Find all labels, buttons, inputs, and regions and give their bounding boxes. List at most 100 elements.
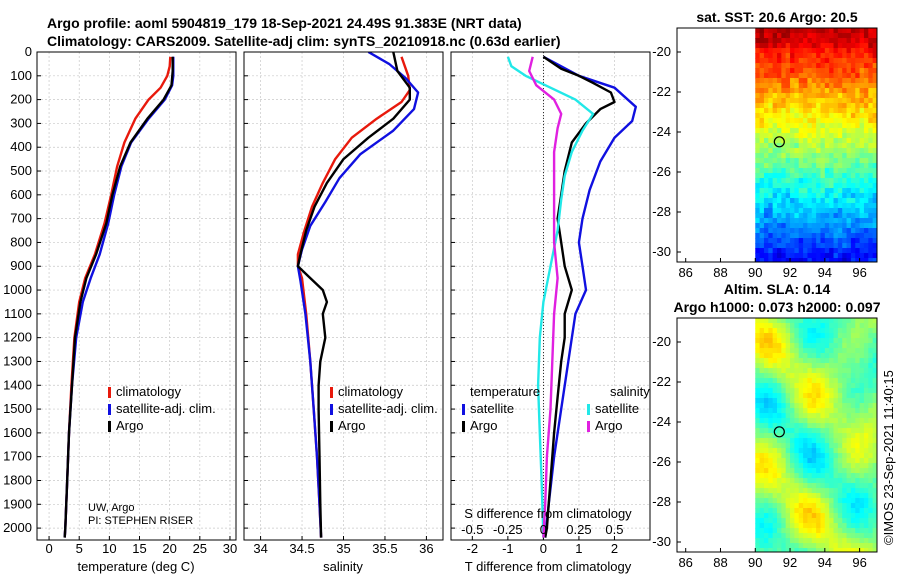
heatmap-cell: [768, 523, 774, 529]
heatmap-cell: [833, 58, 839, 64]
heatmap-cell: [820, 143, 826, 149]
heatmap-cell: [768, 123, 774, 129]
heatmap-cell: [790, 88, 795, 94]
heatmap-cell: [868, 163, 874, 169]
heatmap-cell: [794, 443, 800, 449]
heatmap-cell: [842, 38, 848, 44]
heatmap-cell: [824, 153, 830, 159]
heatmap-cell: [777, 248, 782, 254]
heatmap-cell: [772, 333, 778, 339]
heatmap-cell: [811, 128, 817, 134]
heatmap-cell: [772, 373, 778, 379]
heatmap-cell: [781, 193, 787, 199]
y-tick-label: 900: [10, 258, 32, 273]
heatmap-cell: [759, 453, 765, 459]
s-tick-label: 0: [540, 522, 547, 537]
heatmap-cell: [872, 478, 877, 484]
heatmap-cell: [855, 78, 861, 84]
heatmap-cell: [768, 33, 774, 39]
x-tick-label: 0: [45, 541, 52, 556]
heatmap-cell: [846, 483, 852, 489]
heatmap-cell: [811, 213, 817, 219]
heatmap-cell: [863, 68, 869, 74]
heatmap-cell: [777, 358, 782, 364]
heatmap-cell: [855, 438, 861, 444]
heatmap-cell: [763, 528, 769, 534]
heatmap-cell: [803, 523, 809, 529]
heatmap-cell: [863, 408, 869, 414]
heatmap-cell: [837, 83, 843, 89]
heatmap-cell: [803, 128, 809, 134]
heatmap-cell: [820, 353, 826, 359]
heatmap-cell: [763, 373, 769, 379]
heatmap-cell: [833, 323, 839, 329]
heatmap-cell: [872, 233, 877, 239]
heatmap-cell: [785, 103, 791, 109]
heatmap-cell: [807, 158, 813, 164]
heatmap-cell: [816, 33, 822, 39]
heatmap-cell: [855, 133, 861, 139]
heatmap-cell: [829, 203, 835, 209]
heatmap-cell: [772, 183, 778, 189]
heatmap-cell: [781, 368, 787, 374]
y-tick-label: 400: [10, 139, 32, 154]
heatmap-cell: [772, 393, 778, 399]
heatmap-cell: [794, 383, 800, 389]
heatmap-cell: [811, 88, 817, 94]
heatmap-cell: [829, 248, 835, 254]
heatmap-cell: [829, 353, 835, 359]
heatmap-cell: [829, 103, 835, 109]
heatmap-cell: [868, 323, 874, 329]
heatmap-cell: [837, 543, 843, 549]
heatmap-cell: [872, 38, 877, 44]
heatmap-cell: [850, 328, 856, 334]
heatmap-cell: [872, 343, 877, 349]
heatmap-cell: [863, 433, 869, 439]
heatmap-cell: [781, 543, 787, 549]
heatmap-cell: [759, 133, 765, 139]
heatmap-cell: [820, 88, 826, 94]
heatmap-cell: [868, 43, 874, 49]
heatmap-cell: [755, 238, 761, 244]
heatmap-cell: [755, 498, 761, 504]
heatmap-cell: [855, 453, 861, 459]
heatmap-cell: [833, 163, 839, 169]
heatmap-cell: [837, 403, 843, 409]
heatmap-cell: [850, 458, 856, 464]
heatmap-cell: [863, 398, 869, 404]
series-line-t-argo: [542, 55, 616, 538]
heatmap-cell: [842, 358, 848, 364]
heatmap-cell: [763, 418, 769, 424]
heatmap-cell: [763, 343, 769, 349]
heatmap-cell: [872, 318, 877, 324]
heatmap-cell: [790, 468, 795, 474]
heatmap-cell: [842, 108, 848, 114]
heatmap-cell: [798, 173, 804, 179]
heatmap-cell: [824, 53, 830, 59]
heatmap-cell: [820, 78, 826, 84]
heatmap-cell: [755, 258, 761, 262]
heatmap-cell: [755, 513, 761, 519]
heatmap-cell: [868, 243, 874, 249]
heatmap-cell: [811, 168, 817, 174]
heatmap-cell: [794, 328, 800, 334]
heatmap-cell: [872, 68, 877, 74]
heatmap-cell: [846, 428, 852, 434]
heatmap-cell: [785, 163, 791, 169]
heatmap-cell: [829, 398, 835, 404]
heatmap-cell: [833, 358, 839, 364]
heatmap-cell: [811, 503, 817, 509]
heatmap-cell: [863, 123, 869, 129]
map-x-tick-label: 96: [852, 555, 866, 570]
heatmap-cell: [768, 78, 774, 84]
heatmap-cell: [790, 363, 795, 369]
heatmap-cell: [763, 448, 769, 454]
heatmap-cell: [863, 193, 869, 199]
map-x-tick-label: 92: [783, 555, 797, 570]
heatmap-cell: [824, 508, 830, 514]
heatmap-cell: [772, 68, 778, 74]
heatmap-cell: [842, 118, 848, 124]
heatmap-cell: [785, 138, 791, 144]
salinity-xlabel: salinity: [323, 559, 363, 574]
heatmap-cell: [755, 418, 761, 424]
